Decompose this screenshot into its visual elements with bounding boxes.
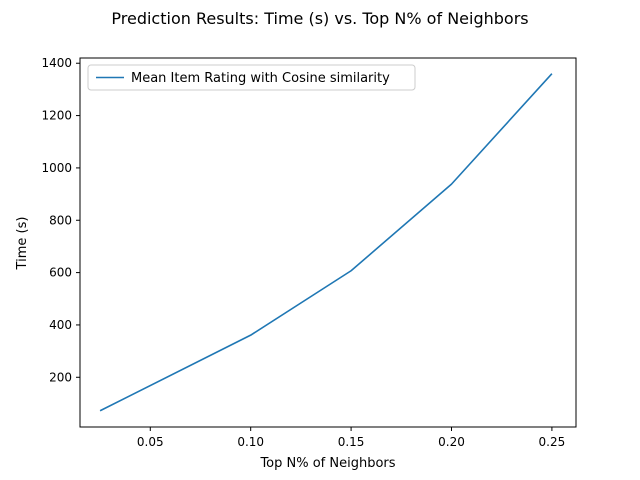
x-tick-label: 0.10 [237, 435, 264, 449]
y-axis-ticks: 200 400 600 800 1000 1200 1400 [41, 56, 80, 384]
y-axis-label: Time (s) [15, 217, 30, 271]
legend: Mean Item Rating with Cosine similarity [87, 64, 416, 91]
y-tick-label: 400 [49, 318, 72, 332]
y-tick-label: 800 [49, 213, 72, 227]
plot-area: 0.05 0.10 0.15 0.20 0.25 200 400 600 800 1000 120… [41, 56, 577, 449]
x-tick-label: 0.20 [438, 435, 465, 449]
x-axis-ticks: 0.05 0.10 0.15 0.20 0.25 [137, 427, 565, 449]
series-layer [99, 72, 553, 412]
data-point [249, 334, 252, 337]
series-line [99, 73, 553, 412]
data-point [99, 409, 102, 412]
legend-label: Mean Item Rating with Cosine similarity [131, 71, 390, 86]
y-tick-label: 1000 [41, 161, 72, 175]
chart-title: Prediction Results: Time (s) vs. Top N% … [111, 9, 528, 28]
data-point [550, 72, 553, 75]
axes-frame [79, 57, 577, 428]
x-tick-label: 0.25 [539, 435, 566, 449]
y-tick-label: 600 [49, 266, 72, 280]
data-point [350, 269, 353, 272]
y-tick-label: 1400 [41, 56, 72, 70]
y-tick-label: 200 [49, 370, 72, 384]
x-axis-label: Top N% of Neighbors [259, 456, 395, 471]
x-tick-label: 0.05 [137, 435, 164, 449]
data-point [450, 183, 453, 186]
y-tick-label: 1200 [41, 109, 72, 123]
x-tick-label: 0.15 [338, 435, 365, 449]
legend-box [87, 64, 416, 91]
